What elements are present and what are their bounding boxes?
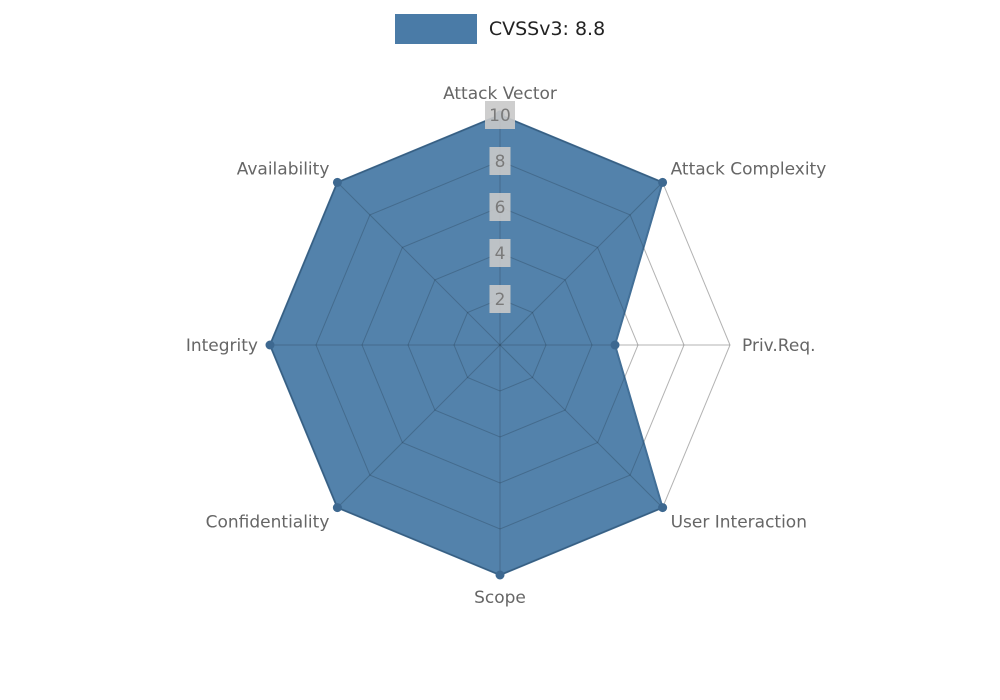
radial-tick-label: 4 <box>495 244 506 264</box>
axis-label-availability: Availability <box>237 159 330 179</box>
radial-tick-labels: 2 4 6 8 10 <box>485 101 515 313</box>
axis-label-integrity: Integrity <box>186 336 258 356</box>
legend-label: CVSSv3: 8.8 <box>488 18 606 40</box>
axis-label-priv-req: Priv.Req. <box>742 336 816 356</box>
radial-tick-label: 10 <box>489 106 511 126</box>
axis-label-scope: Scope <box>474 588 526 608</box>
axis-label-confidentiality: Confidentiality <box>206 513 330 533</box>
axis-label-attack-vector: Attack Vector <box>443 84 557 104</box>
axis-label-attack-complexity: Attack Complexity <box>671 159 827 179</box>
chart-legend: CVSSv3: 8.8 <box>0 14 1000 44</box>
legend-swatch <box>394 14 477 44</box>
axis-labels: Attack Vector Attack Complexity Priv.Req. U… <box>186 84 826 608</box>
radial-tick-label: 2 <box>495 290 506 310</box>
radial-tick-label: 6 <box>495 198 506 218</box>
radial-tick-label: 8 <box>495 152 506 172</box>
axis-label-user-interaction: User Interaction <box>671 513 807 533</box>
